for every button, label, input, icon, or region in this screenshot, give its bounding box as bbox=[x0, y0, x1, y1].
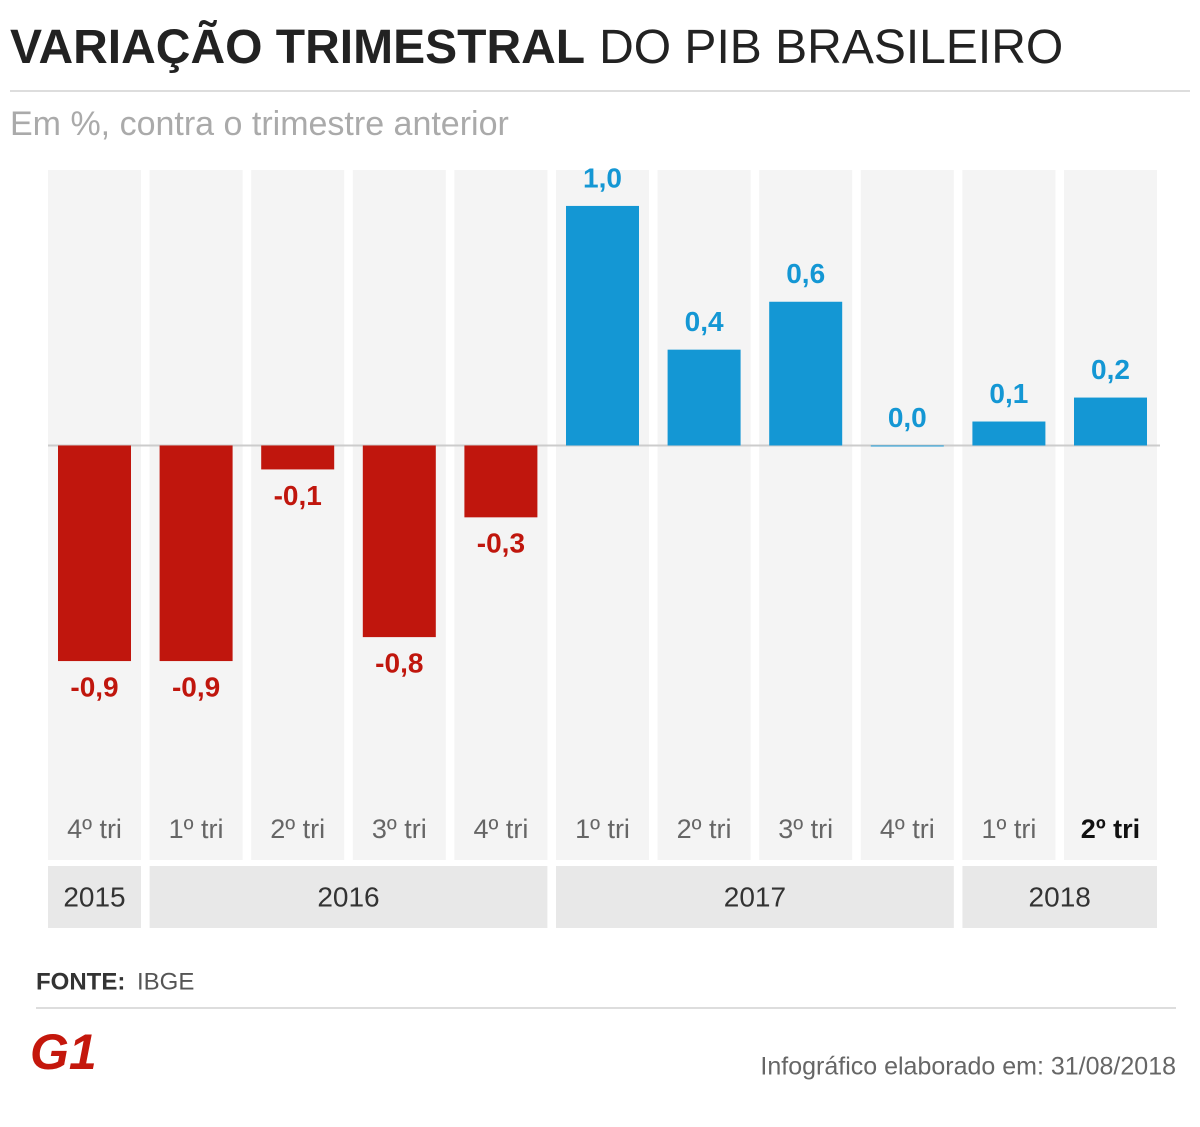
bar bbox=[464, 445, 538, 518]
bar bbox=[58, 445, 131, 662]
bar bbox=[870, 445, 944, 447]
group-label: 2015 bbox=[63, 881, 125, 912]
column-bg bbox=[251, 170, 345, 860]
title-bold: VARIAÇÃO TRIMESTRAL bbox=[10, 19, 585, 74]
x-tick-label: 2º tri bbox=[270, 814, 325, 844]
bar bbox=[1074, 397, 1147, 446]
logo: G1 bbox=[30, 1024, 97, 1080]
data-label: -0,3 bbox=[477, 528, 525, 559]
group-bg bbox=[48, 866, 141, 928]
bar bbox=[159, 445, 233, 662]
data-label: 0,2 bbox=[1091, 354, 1130, 385]
data-label: -0,8 bbox=[375, 648, 423, 679]
title-light: DO PIB BRASILEIRO bbox=[599, 21, 1063, 74]
subtitle: Em %, contra o trimestre anterior bbox=[10, 105, 509, 143]
column-bg bbox=[860, 170, 954, 860]
bar bbox=[261, 445, 335, 470]
x-tick-label: 2º tri bbox=[677, 814, 732, 844]
bar bbox=[769, 301, 843, 446]
x-tick-label: 2º tri bbox=[1081, 814, 1140, 844]
source-label: FONTE: bbox=[36, 968, 125, 995]
x-tick-label: 3º tri bbox=[778, 814, 833, 844]
data-label: 0,4 bbox=[685, 306, 724, 337]
bar bbox=[972, 421, 1046, 446]
group-label: 2016 bbox=[317, 881, 379, 912]
data-label: 0,1 bbox=[989, 378, 1028, 409]
data-label: -0,9 bbox=[172, 671, 220, 702]
x-tick-label: 3º tri bbox=[372, 814, 427, 844]
group-bg bbox=[556, 866, 954, 928]
column-bg bbox=[1064, 170, 1157, 860]
x-tick-label: 4º tri bbox=[473, 814, 528, 844]
x-tick-label: 4º tri bbox=[880, 814, 935, 844]
x-tick-label: 4º tri bbox=[67, 814, 122, 844]
bar bbox=[566, 205, 639, 446]
bar bbox=[667, 349, 741, 446]
column-bg bbox=[657, 170, 751, 860]
source: IBGE bbox=[137, 968, 194, 995]
data-label: 0,6 bbox=[786, 258, 825, 289]
x-tick-label: 1º tri bbox=[169, 814, 224, 844]
group-label: 2017 bbox=[724, 881, 786, 912]
column-bg bbox=[962, 170, 1056, 860]
data-label: -0,1 bbox=[274, 480, 322, 511]
group-label: 2018 bbox=[1029, 881, 1091, 912]
group-bg bbox=[962, 866, 1157, 928]
chart-title: VARIAÇÃO TRIMESTRAL DO PIB BRASILEIRO bbox=[10, 19, 1063, 74]
data-label: 0,0 bbox=[888, 402, 927, 433]
plot: 4º tri 1º tri 2º tri 3º tri 4º tri 1º tri 2º t… bbox=[48, 162, 1160, 928]
column-bg bbox=[759, 170, 853, 860]
bar bbox=[362, 445, 436, 638]
x-tick-label: 1º tri bbox=[981, 814, 1036, 844]
group-bg bbox=[149, 866, 548, 928]
x-tick-label: 1º tri bbox=[575, 814, 630, 844]
footer: Infográfico elaborado em: 31/08/2018 bbox=[760, 1053, 1176, 1081]
data-label: -0,9 bbox=[70, 671, 118, 702]
data-label: 1,0 bbox=[583, 162, 622, 193]
